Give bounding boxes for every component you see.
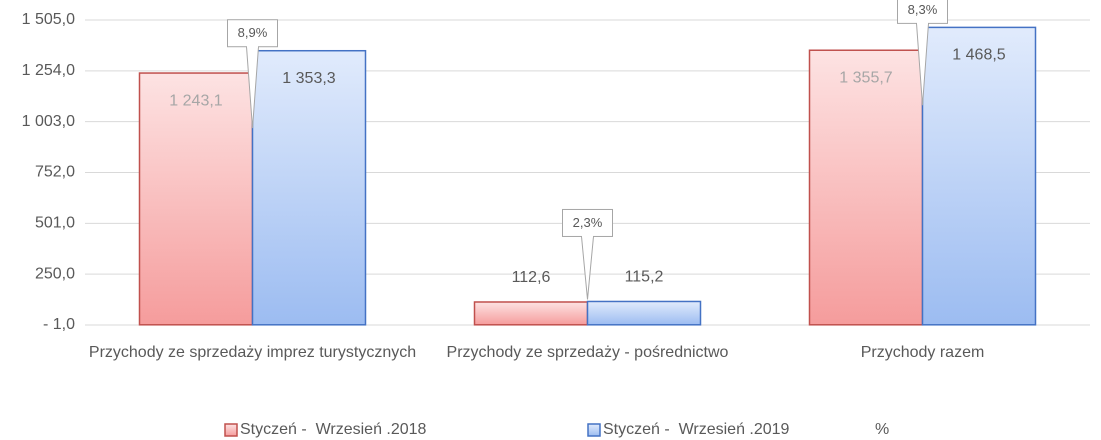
legend-label: Styczeń - Wrzesień .2018 <box>240 421 427 438</box>
x-tick-label: Przychody ze sprzedaży imprez turystyczn… <box>88 344 417 361</box>
x-tick-label: Przychody ze sprzedaży - pośrednictwo <box>446 344 729 361</box>
y-tick-label: - 1,0 <box>43 316 75 333</box>
y-tick-label: 1 254,0 <box>22 62 75 79</box>
data-label: 115,2 <box>625 269 664 286</box>
data-label: 112,6 <box>512 269 551 286</box>
bar <box>586 300 702 326</box>
y-tick-label: 1 505,0 <box>22 11 75 28</box>
callout <box>227 19 278 48</box>
callout <box>562 208 613 237</box>
callout-label: 8,9% <box>238 25 268 40</box>
bar <box>138 72 254 326</box>
legend-label: % <box>875 421 889 438</box>
legend-label: Styczeń - Wrzesień .2019 <box>603 421 790 438</box>
legend-swatch <box>587 423 601 437</box>
legend-swatch <box>224 423 238 437</box>
bar <box>808 49 924 326</box>
bar <box>921 26 1037 326</box>
callout-pointer <box>581 236 594 300</box>
data-label: 1 355,7 <box>839 69 892 86</box>
data-label: 1 243,1 <box>169 92 222 109</box>
y-tick-label: 250,0 <box>35 265 75 282</box>
y-tick-label: 1 003,0 <box>22 113 75 130</box>
data-label: 1 353,3 <box>282 70 335 87</box>
data-label: 1 468,5 <box>952 47 1005 64</box>
y-tick-label: 501,0 <box>35 215 75 232</box>
y-tick-label: 752,0 <box>35 164 75 181</box>
bar <box>473 301 589 326</box>
x-tick-label: Przychody razem <box>860 344 985 361</box>
callout-label: 8,3% <box>908 2 938 17</box>
callout-pointer <box>916 23 929 106</box>
callout-pointer <box>246 46 259 129</box>
bar <box>251 49 367 326</box>
callout-label: 2,3% <box>573 215 603 230</box>
